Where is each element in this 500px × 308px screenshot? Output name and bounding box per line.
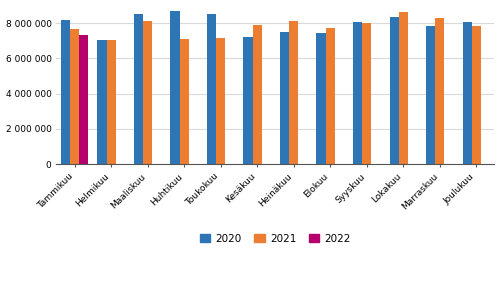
Bar [70, 29, 79, 164]
Bar [134, 14, 143, 164]
Bar [390, 17, 398, 164]
Bar [426, 26, 435, 164]
Bar [398, 12, 408, 164]
Bar [462, 22, 471, 164]
Bar [170, 11, 179, 164]
Bar [98, 40, 106, 164]
Bar [362, 23, 371, 164]
Legend: 2020, 2021, 2022: 2020, 2021, 2022 [196, 229, 355, 248]
Bar [326, 28, 334, 164]
Bar [316, 33, 326, 164]
Bar [143, 22, 152, 164]
Bar [289, 22, 298, 164]
Bar [244, 37, 252, 164]
Bar [180, 39, 188, 164]
Bar [216, 38, 225, 164]
Bar [207, 14, 216, 164]
Bar [61, 20, 70, 164]
Bar [435, 18, 444, 164]
Bar [280, 32, 289, 164]
Bar [472, 26, 481, 164]
Bar [106, 40, 116, 164]
Bar [79, 34, 88, 164]
Bar [252, 25, 262, 164]
Bar [353, 22, 362, 164]
